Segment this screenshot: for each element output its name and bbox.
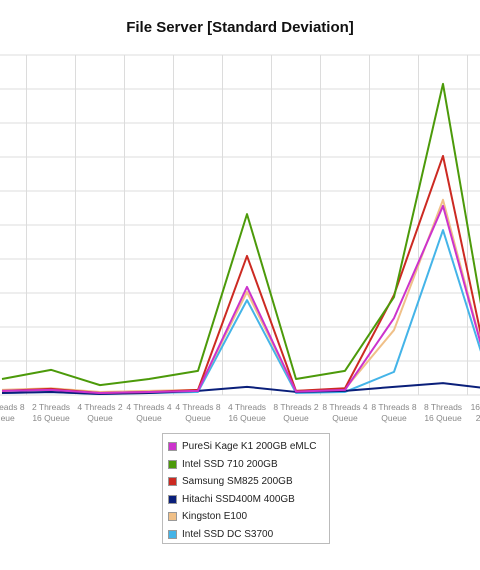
legend-item: Kingston E100 — [168, 508, 324, 526]
legend-swatch — [168, 459, 177, 469]
chart-title: File Server [Standard Deviation] — [126, 19, 354, 36]
series-line — [1, 382, 480, 395]
legend-swatch — [168, 442, 177, 452]
x-tick-label: 2 Threads 8 Queue — [0, 402, 25, 423]
legend-item: Intel SSD 710 200GB — [168, 456, 324, 474]
legend-swatch — [168, 512, 177, 522]
legend-label: Intel SSD 710 200GB — [182, 458, 278, 470]
series-line — [1, 204, 480, 394]
x-tick-label: 16 Threads 2 Queue — [470, 402, 480, 423]
series-line — [1, 82, 480, 387]
x-tick-label: 4 Threads 8 Queue — [175, 402, 221, 423]
x-tick-label: 8 Threads 4 Queue — [322, 402, 368, 423]
legend-label: PureSi Kage K1 200GB eMLC — [182, 441, 317, 453]
series-line — [1, 154, 480, 394]
x-tick-label: 2 Threads 16 Queue — [31, 402, 71, 423]
legend-swatch — [168, 529, 177, 539]
legend-label: Hitachi SSD400M 400GB — [182, 493, 295, 505]
legend-label: Intel SSD DC S3700 — [182, 528, 274, 540]
legend-item: Samsung SM825 200GB — [168, 473, 324, 491]
x-tick-label: 8 Threads 16 Queue — [423, 402, 463, 423]
legend-swatch — [168, 477, 177, 487]
x-tick-label: 4 Threads 16 Queue — [227, 402, 267, 423]
x-tick-label: 4 Threads 4 Queue — [126, 402, 172, 423]
legend-swatch — [168, 494, 177, 504]
legend-item: Intel SSD DC S3700 — [168, 526, 324, 544]
x-tick-label: 4 Threads 2 Queue — [77, 402, 123, 423]
legend-label: Samsung SM825 200GB — [182, 476, 293, 488]
x-tick-label: 8 Threads 8 Queue — [371, 402, 417, 423]
legend-item: PureSi Kage K1 200GB eMLC — [168, 438, 324, 456]
legend-label: Kingston E100 — [182, 511, 248, 523]
legend-item: Hitachi SSD400M 400GB — [168, 491, 324, 509]
series-line — [1, 198, 480, 393]
legend: PureSi Kage K1 200GB eMLC Intel SSD 710 2… — [162, 433, 330, 544]
x-tick-label: 8 Threads 2 Queue — [273, 402, 319, 423]
